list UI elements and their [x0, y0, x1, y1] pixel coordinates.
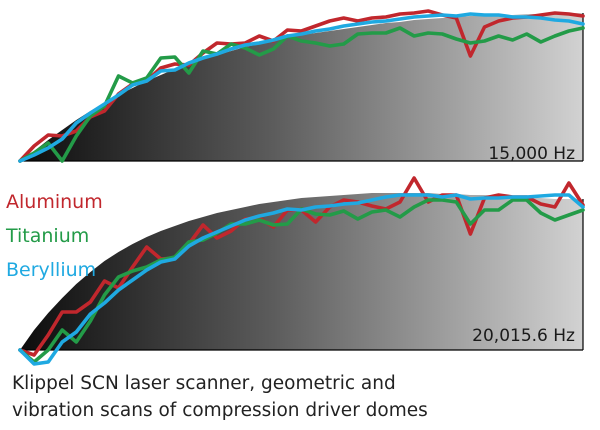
- figure-caption: Klippel SCN laser scanner, geometric and…: [12, 370, 428, 424]
- scan-panel-15000hz: 15,000 Hz: [18, 9, 585, 164]
- scan-panel-20015hz: 20,015.6 Hz: [18, 176, 585, 366]
- frequency-label: 15,000 Hz: [488, 144, 575, 164]
- dome-profile-area: [20, 13, 583, 161]
- legend-item-beryllium: Beryllium: [6, 259, 96, 281]
- legend: Aluminum Titanium Beryllium: [5, 191, 103, 281]
- series-line-beryllium: [18, 193, 585, 366]
- frequency-label: 20,015.6 Hz: [472, 326, 575, 346]
- dome-profile-area: [20, 193, 583, 350]
- caption-line-1: Klippel SCN laser scanner, geometric and: [12, 373, 396, 394]
- caption-line-2: vibration scans of compression driver do…: [12, 400, 428, 421]
- legend-item-aluminum: Aluminum: [6, 191, 103, 213]
- legend-item-titanium: Titanium: [5, 225, 89, 247]
- series-line-beryllium: [18, 12, 585, 163]
- series-line-titanium: [18, 26, 585, 163]
